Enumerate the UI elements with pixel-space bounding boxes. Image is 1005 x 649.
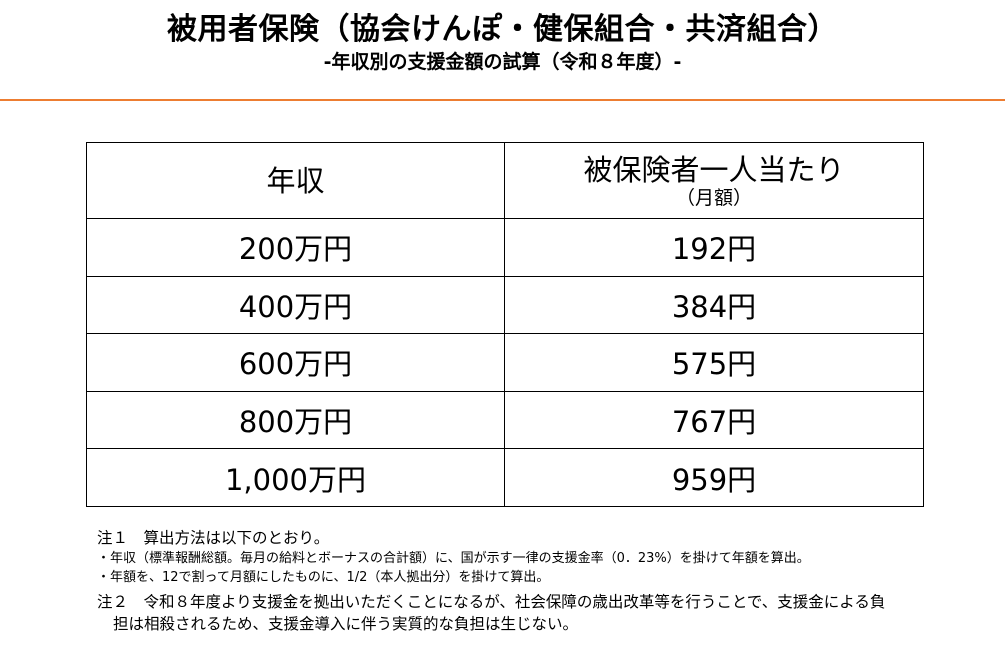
amount-value: 575円 bbox=[672, 347, 756, 381]
header-per-insured-label: 被保険者一人当たり bbox=[505, 153, 923, 187]
amount-cell: 767円 bbox=[505, 391, 924, 449]
table-row: 800万円 767円 bbox=[87, 391, 924, 449]
income-cell: 400万円 bbox=[87, 276, 505, 334]
amount-cell: 384円 bbox=[505, 276, 924, 334]
header-income-label: 年収 bbox=[87, 164, 504, 198]
page-subtitle: -年収別の支援金額の試算（令和８年度）- bbox=[0, 50, 1005, 74]
amount-cell: 959円 bbox=[505, 449, 924, 507]
note-1-bullet-income: ・年収（標準報酬総額。毎月の給料とボーナスの合計額）に、国が示す一律の支援金率（… bbox=[97, 549, 977, 568]
notes-section: 注１ 算出方法は以下のとおり。 ・年収（標準報酬総額。毎月の給料とボーナスの合計… bbox=[97, 527, 977, 635]
amount-value: 767円 bbox=[672, 405, 756, 439]
income-cell: 800万円 bbox=[87, 391, 505, 449]
amount-cell: 575円 bbox=[505, 334, 924, 392]
income-cell: 200万円 bbox=[87, 219, 505, 277]
amount-cell: 192円 bbox=[505, 219, 924, 277]
amount-value: 959円 bbox=[672, 463, 756, 497]
income-cell: 600万円 bbox=[87, 334, 505, 392]
table-header-row: 年収 被保険者一人当たり （月額） bbox=[87, 143, 924, 219]
income-value: 400万円 bbox=[239, 290, 352, 324]
note-2-line-2: 担は相殺されるため、支援金導入に伴う実質的な負担は生じない。 bbox=[97, 613, 977, 635]
income-cell: 1,000万円 bbox=[87, 449, 505, 507]
note-1-bullet-monthly: ・年額を、12で割って月額にしたものに、1/2（本人拠出分）を掛けて算出。 bbox=[97, 568, 977, 587]
income-value: 600万円 bbox=[239, 347, 352, 381]
table-row: 600万円 575円 bbox=[87, 334, 924, 392]
support-amount-table: 年収 被保険者一人当たり （月額） 200万円 192円 400万円 384円 … bbox=[86, 142, 924, 507]
income-value: 200万円 bbox=[239, 232, 352, 266]
header-divider bbox=[0, 99, 1005, 101]
income-value: 800万円 bbox=[239, 405, 352, 439]
header-income: 年収 bbox=[87, 143, 505, 219]
header-per-insured: 被保険者一人当たり （月額） bbox=[505, 143, 924, 219]
table-row: 200万円 192円 bbox=[87, 219, 924, 277]
amount-value: 384円 bbox=[672, 290, 756, 324]
income-value: 1,000万円 bbox=[225, 463, 366, 497]
table-row: 400万円 384円 bbox=[87, 276, 924, 334]
note-1: 注１ 算出方法は以下のとおり。 bbox=[97, 527, 977, 549]
note-2-line-1: 注２ 令和８年度より支援金を拠出いただくことになるが、社会保障の歳出改革等を行う… bbox=[97, 591, 977, 613]
table-row: 1,000万円 959円 bbox=[87, 449, 924, 507]
amount-value: 192円 bbox=[672, 232, 756, 266]
header-monthly-label: （月額） bbox=[505, 187, 923, 209]
page-title: 被用者保険（協会けんぽ・健保組合・共済組合） bbox=[0, 12, 1005, 48]
